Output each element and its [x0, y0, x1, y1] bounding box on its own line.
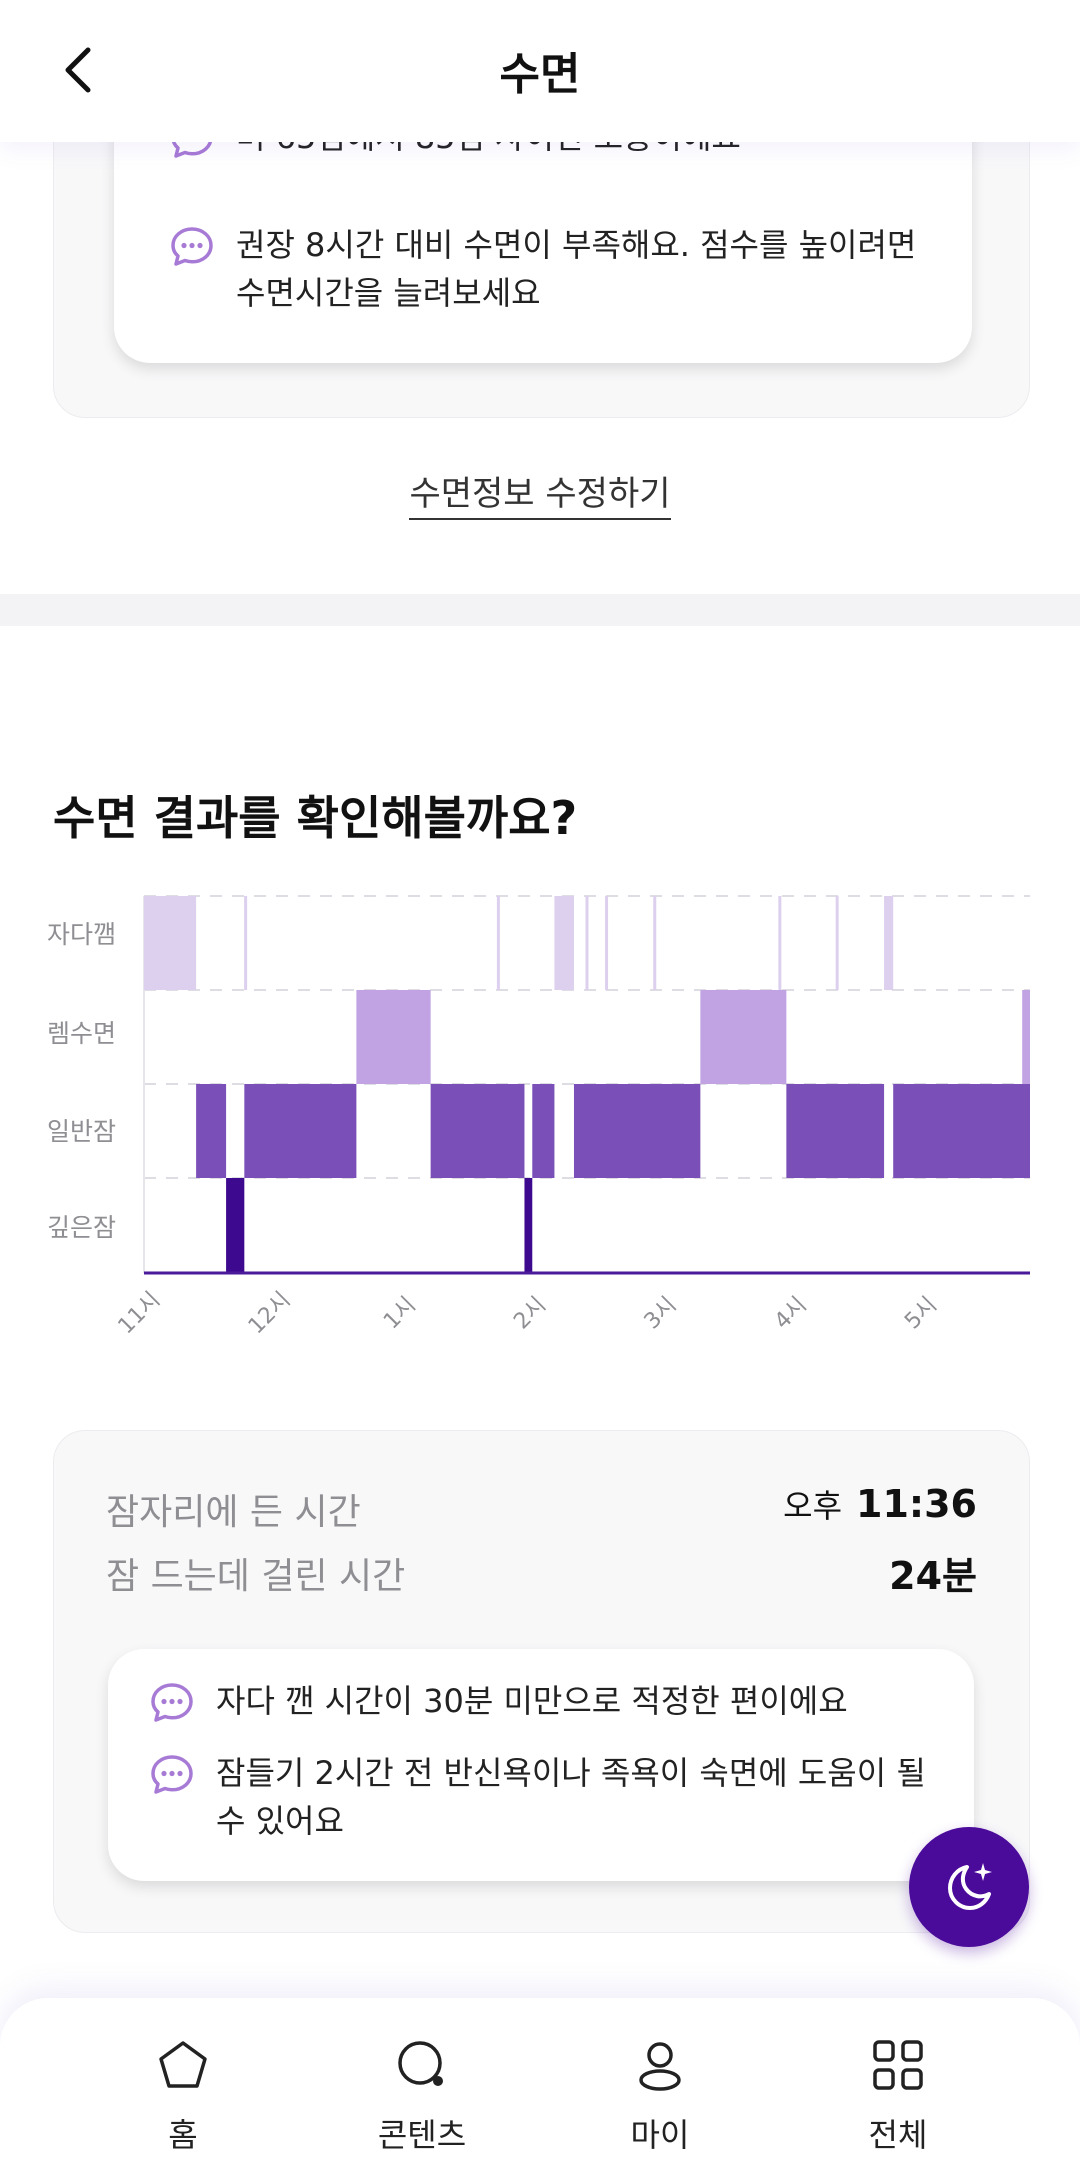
sleep-result-tips: 자다 깬 시간이 30분 미만으로 적정한 편이에요 잠들기 2시간 전 반신욕… [108, 1649, 974, 1881]
nav-label: 마이 [630, 2116, 690, 2154]
bedtime-time: 11:36 [856, 1482, 977, 1526]
chart-x-tick: 2시 [509, 1292, 551, 1334]
sleep-latency-label: 잠 드는데 걸린 시간 [106, 1556, 406, 1597]
nav-all[interactable]: 전체 [798, 2038, 998, 2156]
grid-icon [873, 2040, 923, 2090]
sleep-moon-button[interactable] [909, 1827, 1029, 1947]
person-icon [639, 2042, 681, 2091]
back-arrow-icon[interactable] [52, 40, 112, 100]
tip-text: 자다 깬 시간이 30분 미만으로 적정한 편이에요 [216, 1682, 848, 1720]
chart-x-tick: 11시 [114, 1288, 166, 1340]
app-header: 수면 [0, 0, 1080, 142]
chart-x-tick: 3시 [640, 1292, 682, 1334]
tip-item: 잠들기 2시간 전 반신욕이나 족욕이 숙면에 도움이 될 수 있어요 [148, 1749, 956, 1845]
chart-x-tick: 5시 [900, 1292, 942, 1334]
chart-x-tick: 12시 [244, 1288, 296, 1340]
chat-bubble-icon [171, 227, 213, 266]
edit-sleep-info-link[interactable]: 수면정보 수정하기 [409, 474, 671, 520]
tip-item: 자다 깬 시간이 30분 미만으로 적정한 편이에요 [148, 1677, 956, 1727]
chart-stage-label: 일반잠 [47, 1117, 116, 1146]
search-content-icon [398, 2041, 443, 2086]
bedtime-label: 잠자리에 든 시간 [106, 1492, 361, 1533]
sleep-result-title: 수면 결과를 확인해볼까요? [53, 791, 578, 845]
chart-stage-label: 렘수면 [47, 1019, 116, 1048]
nav-label: 홈 [168, 2116, 198, 2154]
sleep-latency-time: 24분 [889, 1554, 977, 1598]
chart-segment [196, 1084, 227, 1178]
tip-item: 권장 8시간 대비 수면이 부족해요. 점수를 높이려면 수면시간을 늘려보세요 [168, 221, 936, 317]
chart-stage-label: 자다깸 [47, 920, 116, 949]
home-icon [159, 2041, 207, 2088]
bedtime-ampm: 오후 [783, 1487, 843, 1525]
bottom-navigation: 홈 콘텐츠 마이 전체 [0, 1998, 1080, 2182]
chart-segment [1022, 990, 1030, 1084]
chart-segment [244, 1084, 357, 1178]
nav-label: 전체 [868, 2116, 928, 2154]
chart-segment [884, 896, 894, 990]
chart-segment [700, 990, 787, 1084]
page-title: 수면 [499, 49, 581, 100]
tip-text: 잠들기 2시간 전 반신욕이나 족욕이 숙면에 도움이 될 수 있어요 [216, 1754, 926, 1840]
chart-x-tick: 1시 [379, 1292, 421, 1334]
sleep-latency-value: 24분 [889, 1545, 977, 1600]
bedtime-value: 오후 11:36 [783, 1481, 977, 1527]
chart-segment [893, 1084, 1030, 1178]
chart-stage-label: 깊은잠 [47, 1213, 116, 1242]
chart-segment [356, 990, 431, 1084]
chat-bubble-icon [151, 1755, 193, 1794]
nav-home[interactable]: 홈 [83, 2038, 283, 2156]
chart-segment [524, 1178, 533, 1273]
chart-segment [786, 1084, 885, 1178]
chart-segment [430, 1084, 525, 1178]
tip-text: 권장 8시간 대비 수면이 부족해요. 점수를 높이려면 수면시간을 늘려보세요 [236, 226, 917, 312]
chart-segment [144, 896, 197, 990]
edit-sleep-info-link-wrap: 수면정보 수정하기 [0, 466, 1080, 520]
nav-my[interactable]: 마이 [560, 2038, 760, 2156]
sleep-result-card: 잠자리에 든 시간 오후 11:36 잠 드는데 걸린 시간 24분 자다 깬 시… [53, 1430, 1030, 1933]
chart-segment [532, 1084, 555, 1178]
chart-segment [573, 1084, 701, 1178]
chart-x-tick: 4시 [770, 1292, 812, 1334]
section-divider [0, 594, 1080, 626]
nav-label: 콘텐츠 [377, 2116, 467, 2154]
nav-contents[interactable]: 콘텐츠 [322, 2038, 522, 2156]
chart-segment [554, 896, 574, 990]
chat-bubble-icon [151, 1683, 193, 1722]
chart-segment [226, 1178, 245, 1273]
moon-sparkle-icon [948, 1863, 992, 1910]
